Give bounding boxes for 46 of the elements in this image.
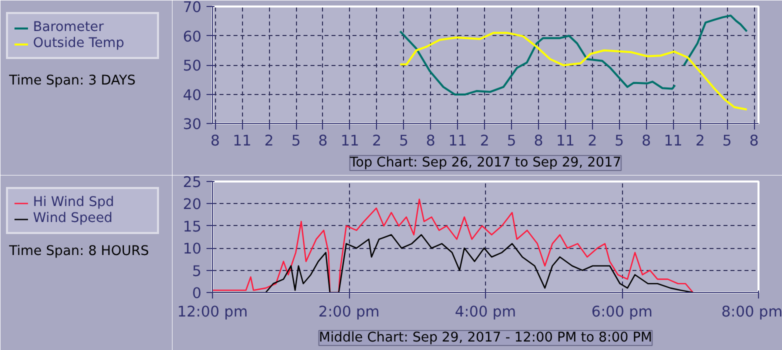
y-tick-label: 20 (182, 196, 202, 214)
x-tick-label: 2 (480, 132, 490, 150)
legend-label: Barometer (33, 20, 105, 35)
x-tick-label: 11 (664, 132, 683, 150)
x-tick-label: 8 (534, 132, 544, 150)
x-tick-label: 2 (588, 132, 598, 150)
x-tick-label: 8 (749, 132, 759, 150)
y-tick-label: 40 (182, 86, 202, 104)
text: Time Span: 3 DAYS (8, 73, 136, 88)
x-tick-label: 6:00 pm (591, 304, 653, 320)
x-tick-label: 11 (448, 132, 467, 150)
y-tick-label: 5 (192, 262, 202, 280)
x-tick-label: 5 (614, 132, 624, 150)
x-tick-label: 11 (556, 132, 575, 150)
text: Middle Chart: Sep 29, 2017 - 12:00 PM to 8:00 PM (318, 330, 652, 346)
x-tick-label: 5 (722, 132, 732, 150)
y-tick-label: 10 (182, 240, 202, 258)
text: Top Chart: Sep 26, 2017 to Sep 29, 2017 (348, 156, 622, 170)
y-tick-label: 70 (182, 0, 202, 16)
x-tick-label: 5 (506, 132, 516, 150)
y-tick-label: 25 (182, 174, 202, 191)
x-tick-label: 11 (232, 132, 252, 150)
x-tick-label: 12:00 pm (177, 304, 248, 320)
x-tick-label: 2:00 pm (318, 304, 380, 320)
y-tick-label: 15 (182, 218, 202, 236)
legend-label: Outside Temp (33, 36, 126, 51)
x-tick-label: 8 (426, 132, 436, 150)
legend-label: Wind Speed (33, 211, 114, 226)
x-tick-label: 8:00 pm (721, 304, 782, 320)
x-tick-label: 8 (210, 132, 220, 150)
text: Time Span: 8 HOURS (8, 244, 149, 260)
x-tick-label: 11 (340, 132, 360, 150)
x-tick-label: 5 (399, 132, 408, 150)
x-tick-label: 2 (695, 132, 705, 150)
x-tick-label: 8 (318, 132, 328, 150)
x-tick-label: 8 (642, 132, 651, 150)
x-tick-label: 5 (291, 132, 301, 150)
y-tick-label: 50 (182, 58, 202, 74)
x-tick-label: 4:00 pm (454, 304, 516, 320)
y-tick-label: 0 (192, 285, 202, 302)
x-tick-label: 2 (264, 132, 274, 150)
y-tick-label: 30 (182, 116, 202, 133)
legend-label: Hi Wind Spd (33, 195, 116, 210)
line-series (212, 198, 694, 292)
y-tick-label: 60 (182, 28, 202, 46)
x-tick-label: 2 (372, 132, 382, 150)
